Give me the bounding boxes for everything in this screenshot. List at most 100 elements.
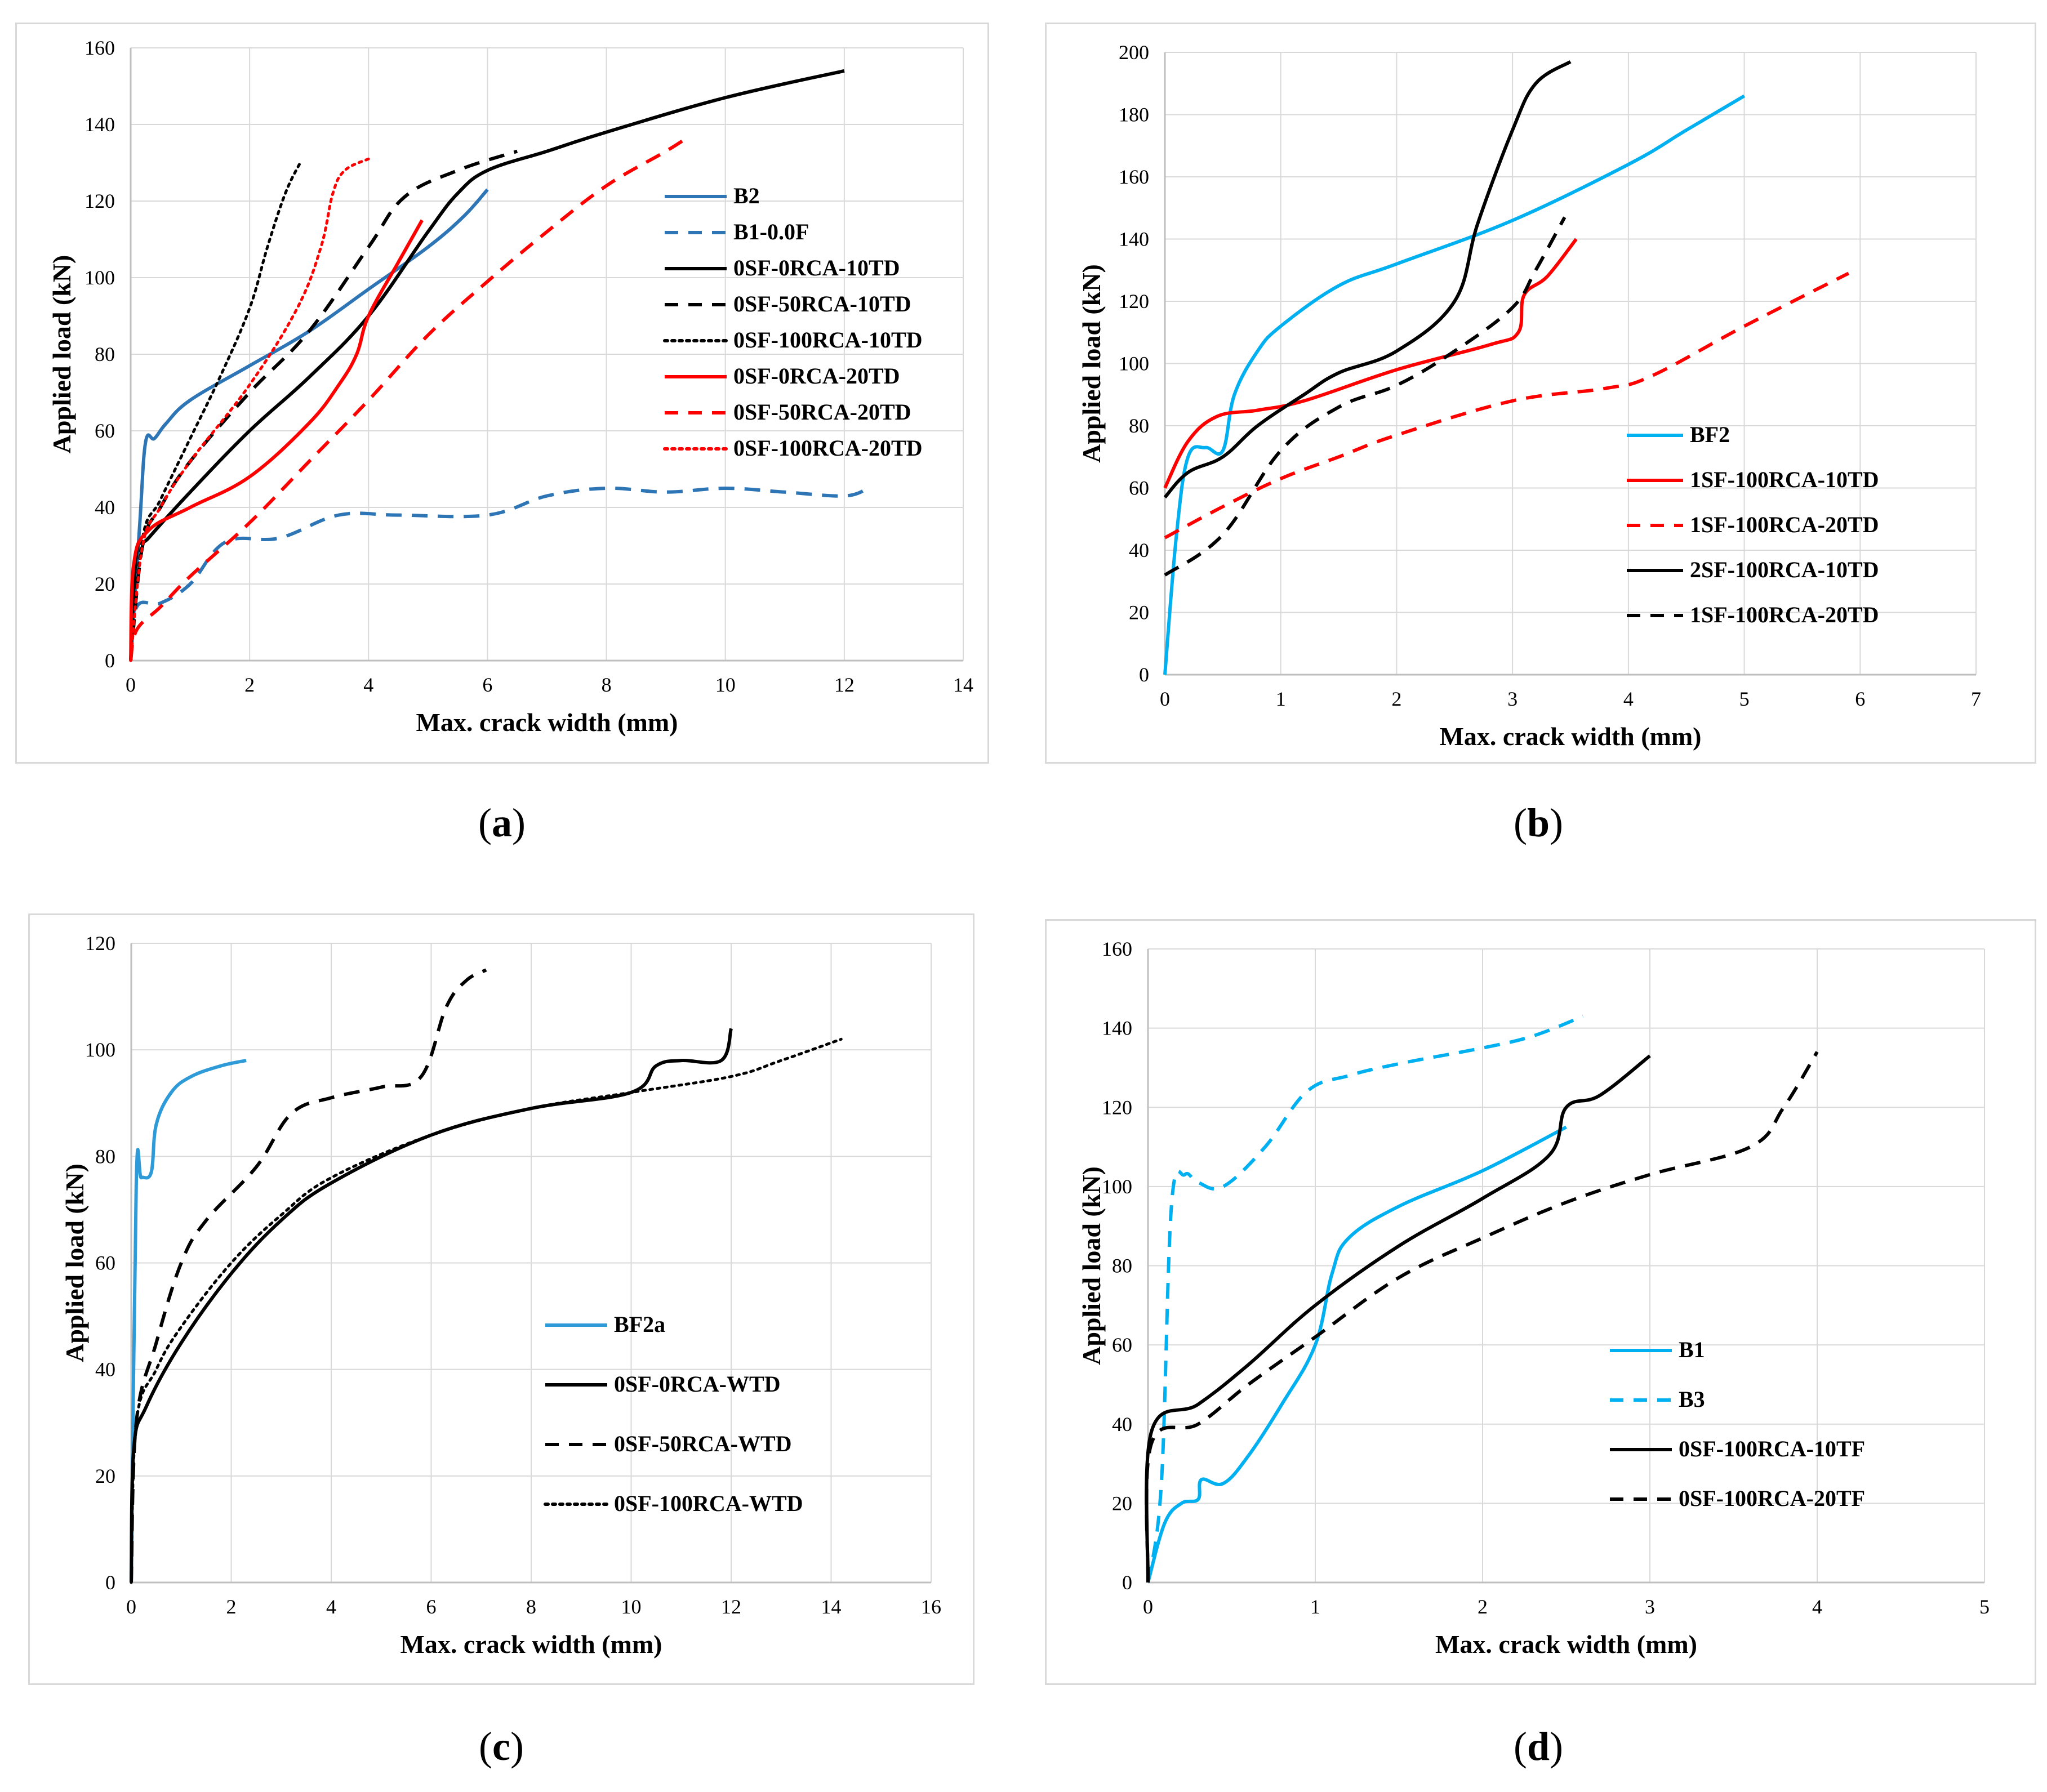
- y-tick-label: 40: [95, 496, 115, 519]
- series-line-1sf-100rca-20td: [1164, 216, 1567, 577]
- legend-label: 0SF-50RCA-10TD: [733, 291, 911, 317]
- legend-label: B1: [1679, 1337, 1705, 1362]
- y-tick-label: 40: [1129, 539, 1149, 561]
- series-line-b3: [1146, 1014, 1584, 1583]
- legend-label: B1-0.0F: [733, 219, 809, 244]
- series-line-0sf-50rca-wtd: [130, 968, 487, 1583]
- x-tick-label: 5: [1979, 1595, 1990, 1618]
- x-tick-label: 14: [953, 674, 973, 696]
- legend-label: BF2a: [614, 1312, 665, 1337]
- y-tick-label: 60: [95, 420, 115, 442]
- chart-panel-b: 0 1 2 3 4 5 6 7 0 20 40 60 80 100 120 140 160 180 200 Max. …: [1045, 23, 2036, 764]
- x-axis-title: Max. crack width (mm): [1435, 1630, 1697, 1659]
- y-tick-label: 100: [85, 1038, 115, 1061]
- x-tick-label: 0: [1143, 1595, 1153, 1618]
- y-tick-label: 0: [1139, 663, 1149, 686]
- x-tick-label: 6: [1855, 688, 1865, 710]
- y-axis-title: Applied load (kN): [47, 255, 76, 454]
- chart-panel-c: 0 2 4 6 8 10 12 14 16 0 20 40 60 80 100 120 Max. crack w…: [28, 913, 974, 1685]
- x-tick-label: 4: [1812, 1595, 1822, 1618]
- x-tick-label: 4: [1623, 688, 1634, 710]
- x-tick-label: 8: [526, 1595, 536, 1618]
- legend-label: B2: [733, 183, 760, 208]
- legend-label: 0SF-50RCA-20TD: [733, 399, 911, 425]
- y-tick-label: 120: [85, 932, 115, 955]
- y-tick-label: 20: [95, 573, 115, 595]
- series-line-0sf-0rca-wtd: [130, 1028, 733, 1583]
- series-line-0sf-100rca-10td: [129, 161, 302, 662]
- x-tick-label: 1: [1276, 688, 1286, 710]
- y-tick-label: 160: [1102, 938, 1132, 960]
- series-line-b1: [1146, 1125, 1567, 1583]
- x-axis-title: Max. crack width (mm): [416, 708, 678, 737]
- series-line-0sf-50rca-20td: [129, 134, 691, 661]
- legend-label: 0SF-0RCA-WTD: [614, 1371, 781, 1397]
- y-tick-label: 40: [95, 1358, 115, 1381]
- x-tick-label: 12: [721, 1595, 741, 1618]
- chart-b-svg: 0 1 2 3 4 5 6 7 0 20 40 60 80 100 120 140 160 180 200 Max. …: [1077, 41, 1981, 751]
- x-tick-label: 3: [1507, 688, 1518, 710]
- y-tick-label: 100: [84, 266, 115, 289]
- x-tick-label: 8: [602, 674, 612, 696]
- y-tick-label: 60: [1129, 477, 1149, 500]
- series-line-0sf-100rca-20td: [129, 157, 370, 662]
- series-line-1sf-100rca-20td: [1164, 271, 1850, 540]
- chart-d-svg: 0 1 2 3 4 5 0 20 40 60 80 100 120 140 160 Max. crack wi…: [1077, 938, 1990, 1659]
- series-line-0sf-100rca-10tf: [1145, 1054, 1651, 1583]
- y-axis-title: Applied load (kN): [1077, 264, 1106, 463]
- x-tick-label: 0: [126, 674, 136, 696]
- y-tick-label: 100: [1119, 353, 1149, 375]
- y-tick-label: 40: [1112, 1413, 1132, 1436]
- x-tick-label: 4: [363, 674, 373, 696]
- y-tick-label: 120: [84, 190, 115, 212]
- y-axis-title: Applied load (kN): [1077, 1166, 1106, 1365]
- y-tick-label: 0: [1122, 1571, 1132, 1594]
- legend-label: 1SF-100RCA-20TD: [1690, 512, 1879, 537]
- series-line-0sf-0rca-20td: [129, 219, 424, 661]
- y-tick-label: 80: [1112, 1255, 1132, 1277]
- x-tick-label: 6: [426, 1595, 437, 1618]
- chart-panel-d: 0 1 2 3 4 5 0 20 40 60 80 100 120 140 160 Max. crack wi…: [1045, 919, 2036, 1685]
- y-tick-label: 20: [1112, 1492, 1132, 1514]
- y-tick-label: 120: [1102, 1096, 1132, 1118]
- x-tick-label: 12: [834, 674, 855, 696]
- series-line-0sf-0rca-10td: [129, 69, 845, 661]
- legend-label: 1SF-100RCA-20TD: [1690, 602, 1879, 627]
- x-axis-title: Max. crack width (mm): [1439, 722, 1701, 751]
- x-tick-label: 10: [715, 674, 736, 696]
- y-tick-label: 140: [84, 113, 115, 136]
- x-tick-label: 6: [482, 674, 492, 696]
- legend-label: 0SF-100RCA-20TD: [733, 435, 923, 461]
- x-tick-label: 0: [1160, 688, 1170, 710]
- y-tick-label: 140: [1119, 228, 1149, 251]
- x-tick-label: 0: [126, 1595, 136, 1618]
- legend-label: 0SF-100RCA-10TD: [733, 327, 923, 353]
- x-tick-label: 5: [1739, 688, 1750, 710]
- y-tick-label: 80: [95, 1145, 115, 1167]
- legend-label: 1SF-100RCA-10TD: [1690, 467, 1879, 492]
- y-tick-label: 0: [105, 1571, 115, 1594]
- y-tick-label: 160: [84, 37, 115, 59]
- series-line-0sf-100rca-20tf: [1145, 1051, 1819, 1583]
- caption-a: (a): [478, 800, 526, 845]
- x-tick-label: 2: [1391, 688, 1401, 710]
- chart-c-svg: 0 2 4 6 8 10 12 14 16 0 20 40 60 80 100 120 Max. crack w…: [60, 932, 941, 1659]
- legend-label: 2SF-100RCA-10TD: [1690, 557, 1879, 582]
- x-tick-label: 3: [1645, 1595, 1655, 1618]
- y-tick-label: 60: [1112, 1334, 1132, 1356]
- y-tick-label: 120: [1119, 290, 1149, 313]
- y-axis-title: Applied load (kN): [60, 1164, 89, 1362]
- y-tick-label: 180: [1119, 104, 1149, 126]
- y-tick-label: 100: [1102, 1175, 1132, 1198]
- y-tick-label: 20: [1129, 601, 1149, 624]
- caption-d: (d): [1513, 1724, 1563, 1769]
- y-tick-label: 60: [95, 1252, 115, 1274]
- legend-label: 0SF-50RCA-WTD: [614, 1431, 792, 1456]
- caption-c: (c): [479, 1724, 524, 1769]
- series-line-2sf-100rca-10td: [1163, 60, 1572, 499]
- x-axis-title: Max. crack width (mm): [400, 1630, 662, 1659]
- x-tick-label: 2: [226, 1595, 237, 1618]
- legend-label: 0SF-100RCA-10TF: [1679, 1436, 1865, 1461]
- y-tick-label: 20: [95, 1465, 115, 1487]
- x-tick-label: 14: [821, 1595, 842, 1618]
